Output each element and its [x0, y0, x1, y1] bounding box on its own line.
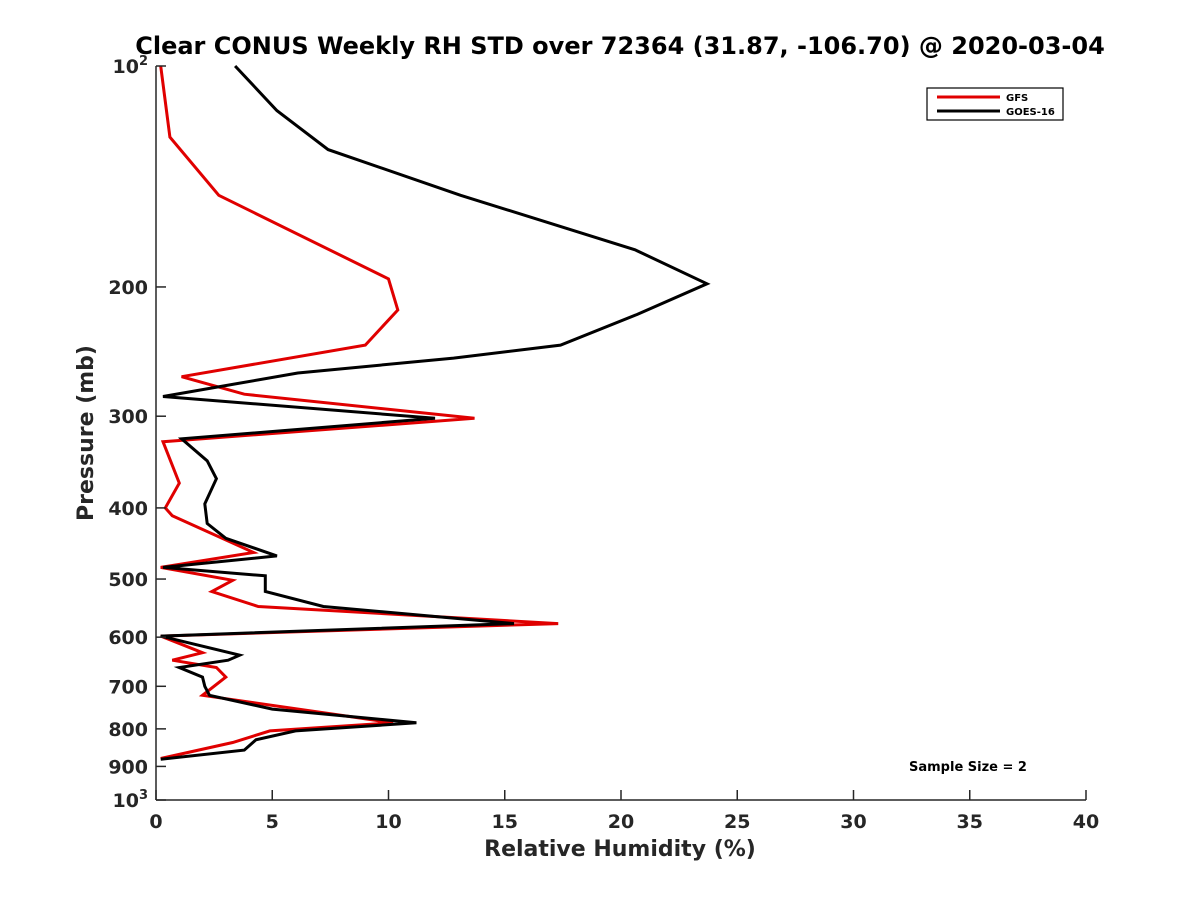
ticks-layer: 0 5 10 15 20 25 30 35 40 102 200 300 400 500 600 700 800…	[108, 54, 1099, 833]
y-tick-label: 900	[108, 756, 148, 778]
sample-size-annotation: Sample Size = 2	[909, 760, 1027, 775]
x-tick-label: 35	[957, 811, 983, 833]
y-axis-label: Pressure (mb)	[74, 345, 99, 521]
chart-title: Clear CONUS Weekly RH STD over 72364 (31…	[135, 32, 1105, 60]
y-tick-label: 700	[108, 676, 148, 698]
series-line-gfs	[159, 65, 559, 760]
y-tick-label: 200	[108, 277, 148, 299]
legend: GFS GOES-16	[926, 87, 1064, 121]
x-tick-label: 10	[375, 811, 401, 833]
x-tick-label: 40	[1073, 811, 1099, 833]
legend-box	[926, 87, 1064, 121]
series-line-goes-16	[160, 64, 711, 761]
plot-area	[156, 66, 1086, 800]
x-tick-label: 20	[608, 811, 634, 833]
y-tick-label: 300	[108, 406, 148, 428]
y-tick-label: 102	[113, 54, 149, 78]
y-tick-label: 600	[108, 627, 148, 649]
legend-label-goes-16: GOES-16	[1006, 107, 1055, 118]
y-tick-label: 800	[108, 719, 148, 741]
x-tick-label: 5	[266, 811, 279, 833]
y-tick-label: 500	[108, 569, 148, 591]
legend-label-gfs: GFS	[1006, 93, 1028, 104]
series-layer	[159, 64, 711, 761]
y-tick-label: 103	[113, 788, 149, 812]
x-tick-label: 15	[492, 811, 518, 833]
x-tick-label: 0	[149, 811, 162, 833]
x-axis-label: Relative Humidity (%)	[484, 837, 756, 862]
x-tick-label: 30	[840, 811, 866, 833]
x-tick-label: 25	[724, 811, 750, 833]
y-tick-label: 400	[108, 498, 148, 520]
